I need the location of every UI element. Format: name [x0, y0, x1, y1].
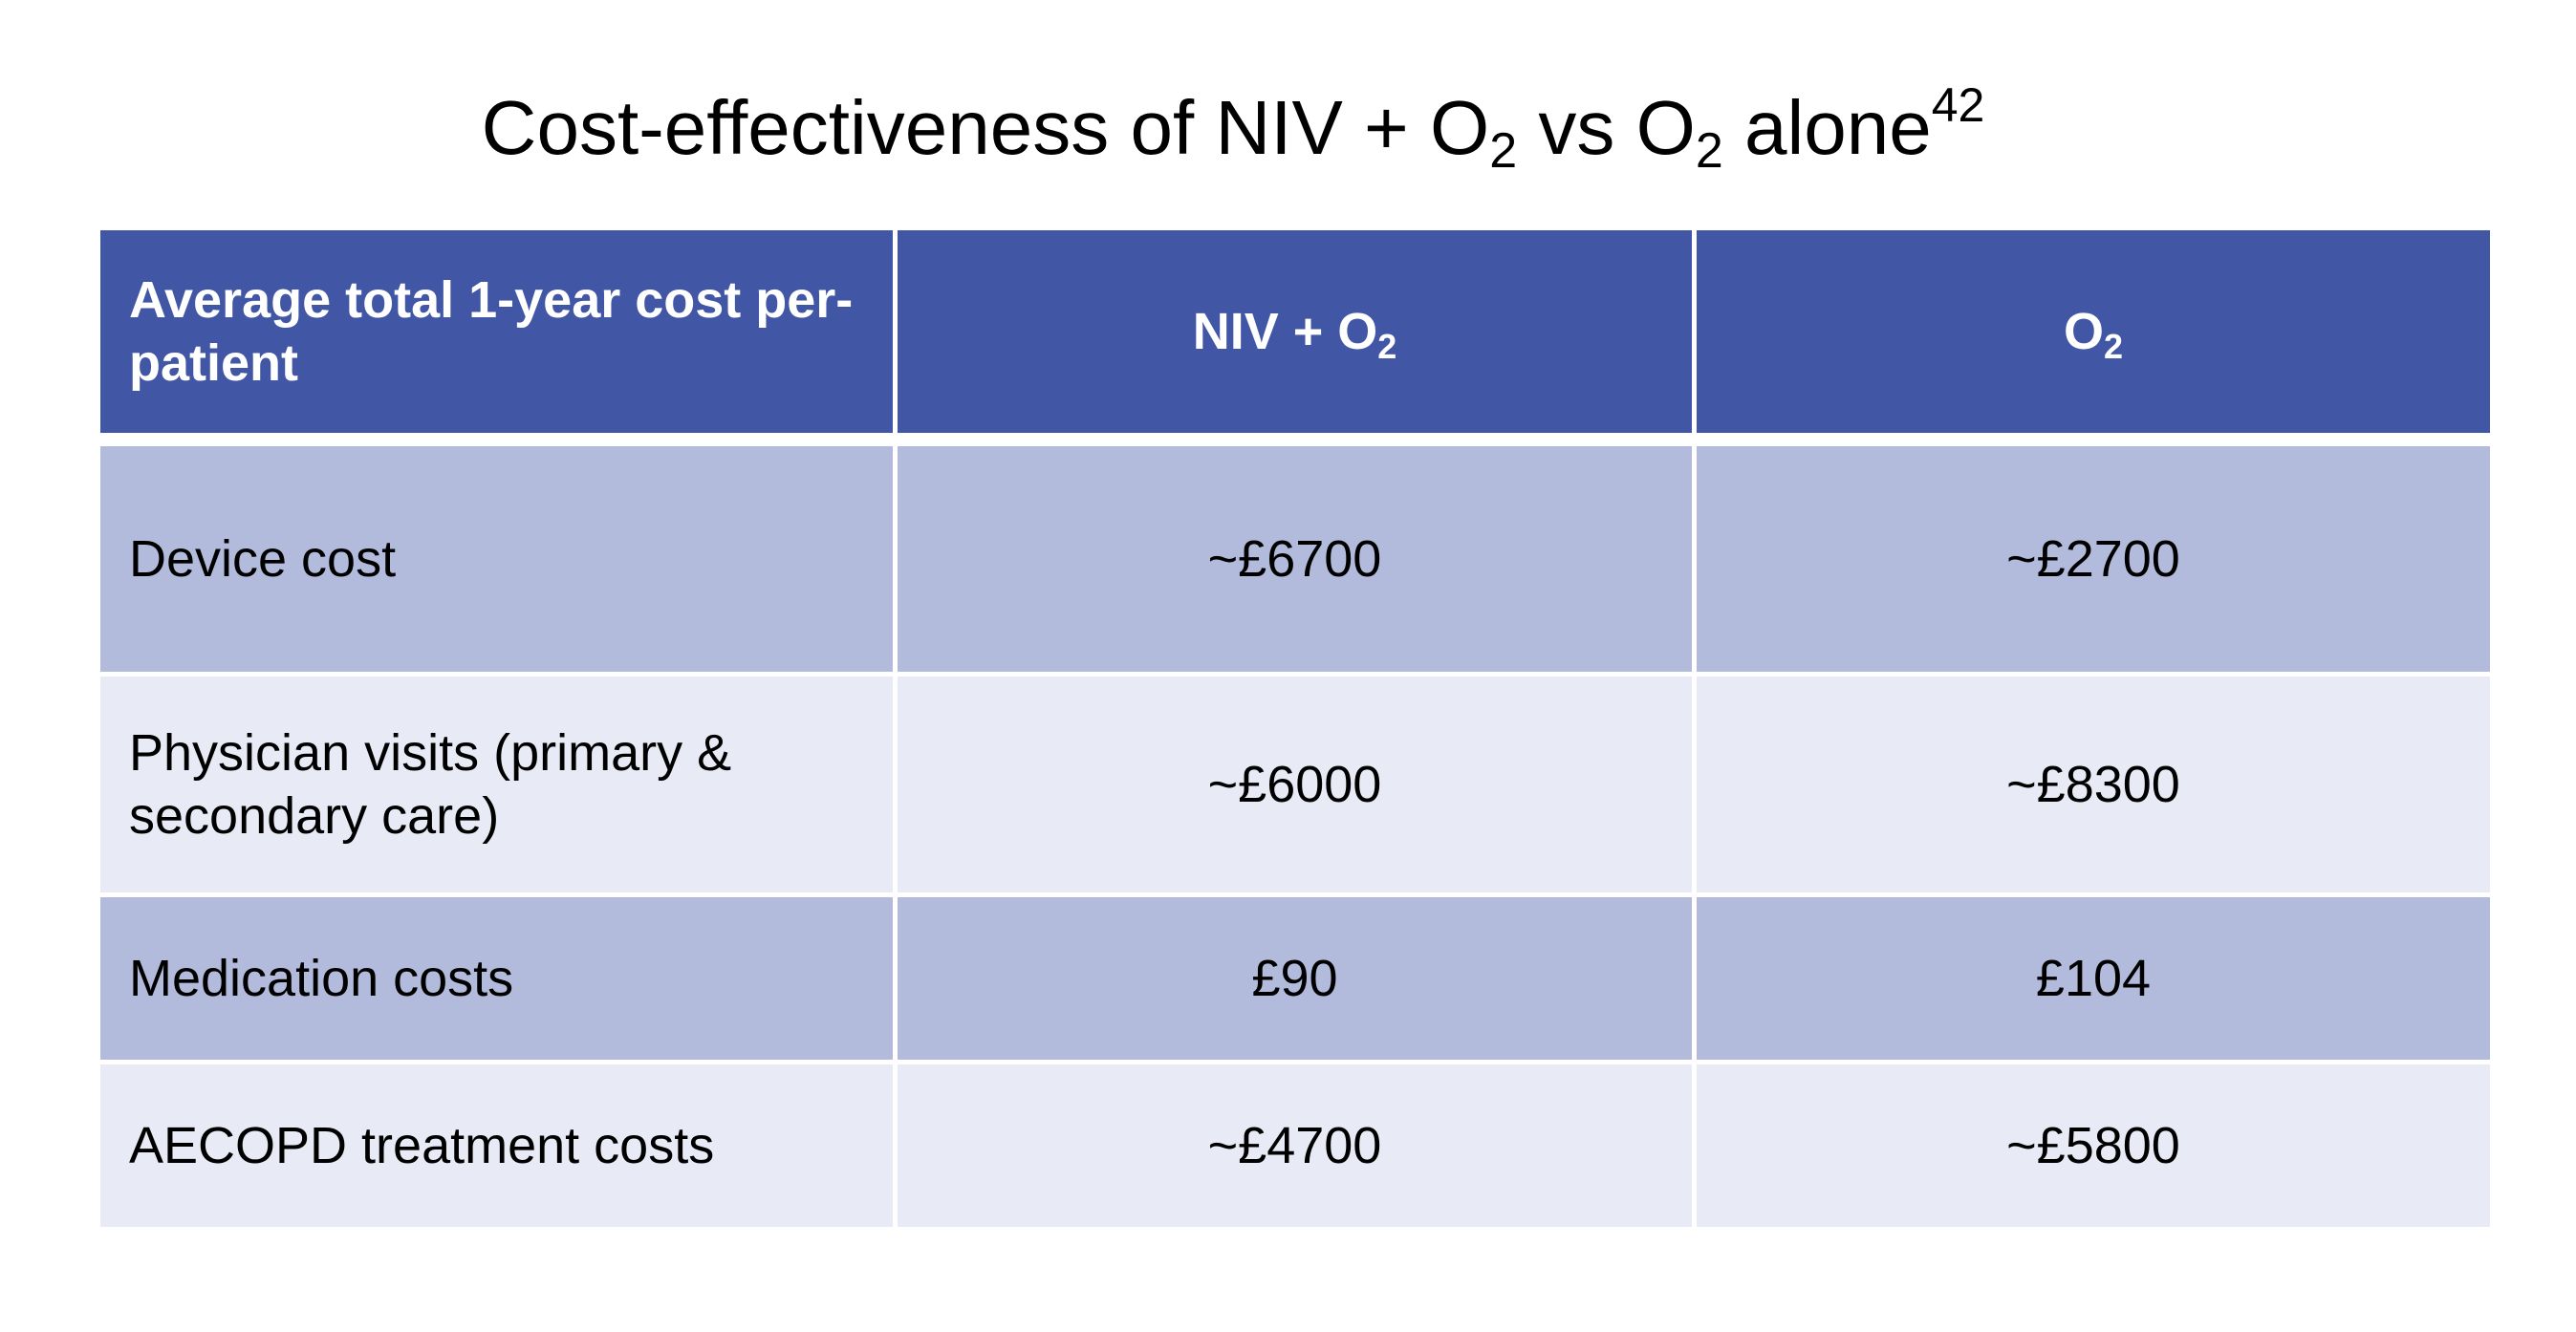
niv-o2-value: ~£6000: [893, 672, 1697, 897]
header-gap: [97, 435, 2493, 444]
title-subscript-1: 2: [1489, 123, 1518, 179]
title-prefix: Cost-effectiveness of NIV + O: [481, 85, 1490, 170]
page-title: Cost-effectiveness of NIV + O2 vs O2 alo…: [0, 80, 2466, 176]
header-niv-o2: NIV + O2: [893, 226, 1697, 438]
row-label: Device cost: [96, 441, 898, 677]
table-row: Medication costs £90 £104: [96, 892, 2495, 1064]
header-niv-o2-text: NIV + O: [1192, 303, 1378, 360]
cost-table: Average total 1-year cost per-patient NI…: [96, 226, 2495, 1232]
table-row: AECOPD treatment costs ~£4700 ~£5800: [96, 1060, 2495, 1232]
niv-o2-value: ~£6700: [893, 441, 1697, 677]
title-middle: vs O: [1517, 85, 1696, 170]
header-o2: O2: [1692, 226, 2495, 438]
row-label: Physician visits (primary & secondary ca…: [96, 672, 898, 897]
o2-value: ~£2700: [1692, 441, 2495, 677]
header-cost-category: Average total 1-year cost per-patient: [96, 226, 898, 438]
title-subscript-2: 2: [1695, 123, 1723, 179]
o2-value: ~£8300: [1692, 672, 2495, 897]
niv-o2-value: ~£4700: [893, 1060, 1697, 1232]
table-row: Device cost ~£6700 ~£2700: [96, 441, 2495, 677]
table-header-row: Average total 1-year cost per-patient NI…: [96, 226, 2495, 438]
table-row: Physician visits (primary & secondary ca…: [96, 672, 2495, 897]
o2-value: £104: [1692, 892, 2495, 1064]
title-citation: 42: [1931, 78, 1985, 132]
row-label: Medication costs: [96, 892, 898, 1064]
header-niv-o2-subscript: 2: [1377, 327, 1397, 366]
header-o2-subscript: 2: [2103, 327, 2124, 366]
header-o2-text: O: [2063, 303, 2104, 360]
niv-o2-value: £90: [893, 892, 1697, 1064]
header-gap-cell: [97, 435, 2493, 444]
o2-value: ~£5800: [1692, 1060, 2495, 1232]
row-label: AECOPD treatment costs: [96, 1060, 898, 1232]
title-suffix: alone: [1722, 85, 1932, 170]
